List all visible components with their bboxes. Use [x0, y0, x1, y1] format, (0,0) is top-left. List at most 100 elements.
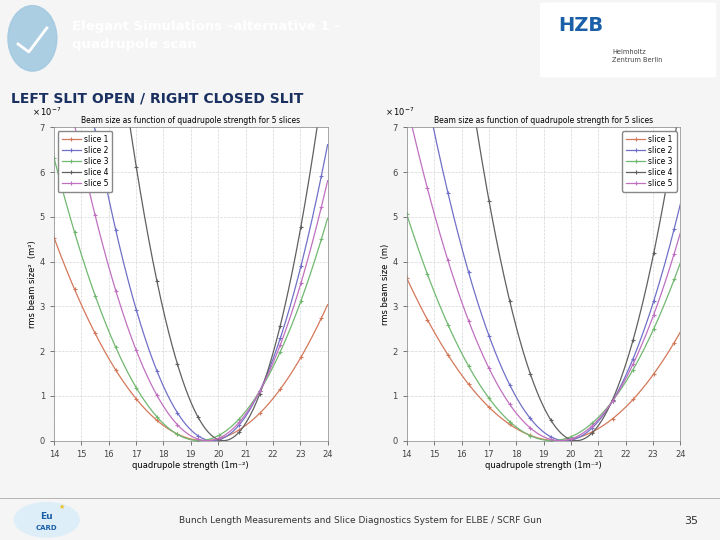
Text: Bunch Length Measurements and Slice Diagnostics System for ELBE / SCRF Gun: Bunch Length Measurements and Slice Diag… [179, 516, 541, 525]
Text: $\times\,10^{-7}$: $\times\,10^{-7}$ [32, 106, 61, 118]
slice 5 [158, 401, 166, 408]
Line: slice 4: slice 4 [405, 0, 683, 443]
slice 1 [553, 437, 562, 444]
slice 3 [158, 420, 166, 426]
slice 4 [602, 409, 611, 416]
Line: slice 1: slice 1 [52, 235, 330, 443]
Text: LEFT SLIT OPEN / RIGHT CLOSED SLIT: LEFT SLIT OPEN / RIGHT CLOSED SLIT [11, 91, 303, 105]
Text: CARD: CARD [36, 525, 58, 531]
Legend: slice 1, slice 2, slice 3, slice 4, slice 5: slice 1, slice 2, slice 3, slice 4, slic… [622, 131, 677, 192]
slice 5 [249, 399, 258, 406]
slice 3 [402, 211, 411, 218]
slice 3 [222, 427, 231, 434]
slice 3 [83, 268, 91, 275]
slice 5 [50, 16, 58, 23]
slice 3 [600, 407, 609, 414]
slice 2 [510, 392, 519, 399]
Line: slice 4: slice 4 [52, 0, 330, 443]
slice 5 [139, 364, 148, 370]
slice 1 [200, 437, 209, 444]
slice 1 [600, 421, 609, 428]
slice 4 [676, 98, 685, 105]
slice 5 [492, 379, 500, 385]
Legend: slice 1, slice 2, slice 3, slice 4, slice 5: slice 1, slice 2, slice 3, slice 4, slic… [58, 131, 112, 192]
slice 2 [208, 437, 217, 444]
Line: slice 2: slice 2 [405, 0, 683, 443]
slice 4 [219, 437, 228, 444]
slice 2 [602, 408, 611, 414]
slice 4 [158, 303, 166, 309]
slice 2 [222, 433, 231, 440]
slice 2 [139, 329, 148, 335]
slice 2 [158, 381, 166, 387]
slice 2 [561, 437, 570, 444]
FancyBboxPatch shape [540, 2, 716, 78]
slice 5 [510, 409, 519, 415]
slice 3 [249, 397, 258, 404]
slice 3 [492, 404, 500, 410]
slice 4 [222, 437, 231, 443]
slice 4 [572, 437, 580, 444]
slice 1 [323, 301, 332, 308]
Ellipse shape [8, 5, 57, 71]
slice 2 [600, 409, 609, 416]
slice 5 [602, 407, 611, 413]
slice 1 [158, 422, 166, 428]
Text: Helmholtz
Zentrum Berlin: Helmholtz Zentrum Berlin [612, 49, 662, 63]
slice 4 [600, 412, 609, 418]
slice 5 [248, 401, 256, 408]
Line: slice 3: slice 3 [52, 156, 330, 443]
slice 5 [222, 430, 231, 437]
slice 3 [510, 423, 519, 429]
Title: Beam size as function of quadrupole strength for 5 slices: Beam size as function of quadrupole stre… [81, 116, 300, 125]
slice 1 [492, 410, 500, 417]
slice 5 [555, 437, 564, 444]
slice 1 [676, 329, 685, 335]
Line: slice 2: slice 2 [52, 0, 330, 443]
slice 2 [676, 201, 685, 207]
slice 5 [436, 230, 444, 237]
slice 1 [50, 234, 58, 241]
slice 4 [139, 205, 148, 212]
slice 1 [575, 434, 584, 440]
Text: ★: ★ [58, 504, 64, 510]
slice 5 [676, 230, 685, 236]
Line: slice 3: slice 3 [405, 212, 683, 443]
X-axis label: quadrupole strength (1m⁻²): quadrupole strength (1m⁻²) [485, 462, 602, 470]
slice 3 [436, 302, 444, 309]
slice 2 [249, 400, 258, 407]
Line: slice 1: slice 1 [405, 276, 683, 443]
slice 2 [248, 402, 256, 409]
slice 4 [492, 234, 500, 241]
slice 1 [510, 424, 519, 431]
slice 4 [249, 406, 258, 412]
slice 3 [602, 406, 611, 412]
Line: slice 5: slice 5 [405, 102, 683, 443]
slice 1 [436, 338, 444, 345]
slice 1 [248, 417, 256, 423]
slice 4 [323, 50, 332, 56]
X-axis label: quadrupole strength (1m⁻²): quadrupole strength (1m⁻²) [132, 462, 249, 470]
slice 5 [575, 432, 584, 438]
slice 2 [492, 350, 500, 357]
slice 2 [323, 141, 332, 148]
slice 4 [510, 320, 519, 326]
slice 2 [575, 434, 584, 440]
slice 5 [323, 178, 332, 184]
Text: HZB: HZB [558, 16, 603, 35]
slice 3 [676, 260, 685, 266]
Text: 35: 35 [685, 516, 698, 526]
slice 3 [50, 154, 58, 161]
Text: Eu: Eu [40, 511, 53, 521]
slice 3 [194, 437, 203, 444]
Text: Elegant Simulations –alternative 1 –
quadrupole scan: Elegant Simulations –alternative 1 – qua… [72, 21, 341, 51]
slice 4 [575, 437, 584, 443]
slice 5 [402, 100, 411, 107]
slice 3 [323, 215, 332, 221]
slice 2 [436, 154, 444, 160]
slice 1 [139, 404, 148, 410]
slice 2 [83, 83, 91, 89]
Ellipse shape [14, 503, 79, 537]
slice 1 [602, 420, 611, 427]
slice 5 [202, 437, 211, 444]
